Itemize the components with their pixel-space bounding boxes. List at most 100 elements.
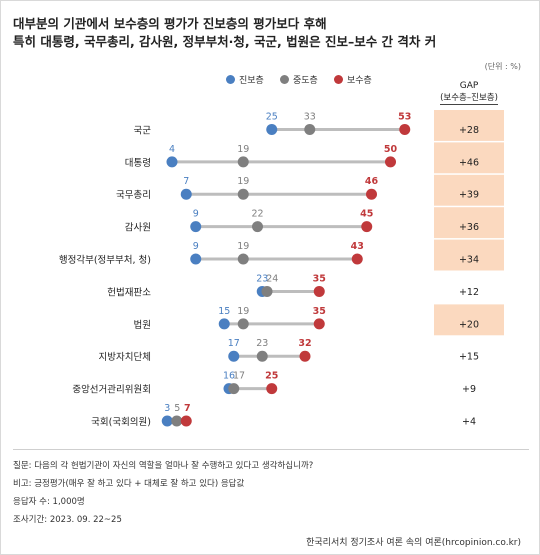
legend-label-progressive: 진보층 [239, 76, 264, 86]
point-progressive [190, 221, 202, 233]
legend-item-conservative: 보수층 [334, 73, 372, 86]
point-progressive [161, 415, 173, 427]
footnote-period: 조사기간: 2023. 09. 22~25 [13, 515, 122, 525]
category-label: 대통령 [125, 157, 151, 169]
category-label: 국회(국회의원) [91, 417, 151, 428]
category-label: 행정각부(정부부처, 청) [59, 254, 151, 266]
value-label-progressive: 3 [164, 403, 170, 414]
value-label-progressive: 4 [169, 144, 175, 155]
point-conservative [266, 383, 278, 395]
point-moderate [171, 415, 183, 427]
value-label-progressive: 25 [266, 111, 278, 122]
gap-highlight-box [434, 142, 504, 174]
value-label-progressive: 9 [193, 241, 199, 252]
point-moderate [228, 383, 240, 395]
footnote-question: 질문: 다음의 각 헌법기관이 자신의 역할을 얼마나 잘 수행하고 있다고 생… [13, 461, 314, 471]
category-label: 감사원 [125, 222, 151, 234]
gap-value: +39 [459, 190, 479, 201]
value-label-progressive: 7 [183, 176, 189, 187]
value-label-progressive: 9 [193, 209, 199, 220]
category-label: 헌법재판소 [107, 287, 151, 298]
point-conservative [180, 415, 192, 427]
legend-dot-moderate [280, 75, 289, 84]
gap-value: +4 [462, 417, 476, 428]
legend-dot-progressive [226, 75, 235, 84]
value-label-moderate: 17 [233, 371, 245, 382]
gap-header-label: GAP [459, 81, 479, 91]
point-moderate [261, 285, 273, 297]
value-label-conservative: 35 [313, 273, 326, 284]
legend: 진보층 중도층 보수층 [1, 73, 540, 87]
value-label-conservative: 32 [298, 338, 311, 349]
value-label-progressive: 23 [256, 273, 268, 284]
legend-item-moderate: 중도층 [280, 73, 318, 86]
point-progressive [228, 350, 240, 362]
legend-label-moderate: 중도층 [293, 76, 318, 86]
point-conservative [385, 156, 396, 168]
value-label-conservative: 46 [365, 176, 379, 187]
point-moderate [304, 123, 316, 135]
legend-item-progressive: 진보층 [226, 73, 264, 86]
point-moderate [237, 188, 249, 200]
legend-dot-conservative [334, 75, 343, 84]
point-conservative [299, 350, 311, 362]
value-label-conservative: 50 [384, 144, 398, 155]
point-progressive [266, 123, 278, 135]
point-conservative [313, 285, 325, 297]
value-label-moderate: 19 [237, 176, 249, 187]
footnote-sample: 응답자 수: 1,000명 [13, 497, 85, 507]
point-moderate [252, 221, 263, 233]
value-label-moderate: 24 [266, 273, 278, 284]
value-label-progressive: 17 [228, 338, 240, 349]
value-label-moderate: 5 [174, 403, 180, 414]
value-label-conservative: 35 [313, 306, 326, 317]
gap-value: +46 [459, 157, 479, 168]
value-label-moderate: 33 [304, 111, 316, 122]
value-label-conservative: 53 [398, 111, 411, 122]
point-conservative [399, 123, 411, 135]
gap-value: +12 [459, 287, 479, 298]
point-progressive [180, 188, 192, 200]
point-conservative [351, 253, 363, 265]
value-label-moderate: 23 [256, 338, 268, 349]
gap-value: +20 [459, 319, 479, 330]
dumbbell-chart: 국군 25 33 53 +28 대통령 4 19 50 +46 국무총리 7 19 46 +39 감사원 9 22… [59, 110, 504, 428]
gap-value: +28 [459, 125, 479, 136]
gap-highlight-box [434, 110, 504, 141]
value-label-conservative: 25 [265, 371, 278, 382]
gap-header-sub: (보수층–진보층) [440, 93, 498, 105]
gap-value: +36 [459, 222, 479, 233]
gap-value: +15 [459, 352, 479, 363]
gap-highlight-box [434, 239, 504, 271]
category-label: 국군 [134, 125, 152, 136]
value-label-conservative: 43 [351, 241, 364, 252]
gap-value: +9 [462, 384, 476, 395]
value-label-conservative: 7 [184, 403, 191, 414]
value-label-moderate: 22 [251, 209, 263, 220]
gap-highlight-box [434, 304, 504, 336]
gap-highlight-box [434, 207, 504, 239]
value-label-moderate: 19 [237, 144, 249, 155]
point-progressive [166, 156, 178, 168]
point-moderate [256, 350, 268, 362]
unit-label: (단위 : %) [484, 62, 521, 71]
category-label: 법원 [134, 320, 151, 331]
value-label-progressive: 15 [218, 306, 230, 317]
point-moderate [237, 156, 249, 168]
source-credit: 한국리서치 정기조사 여론 속의 여론(hrcopinion.co.kr) [306, 538, 521, 548]
category-label: 중앙선거관리위원회 [72, 384, 151, 396]
footnote-note: 비고: 긍정평가(매우 잘 하고 있다 + 대체로 잘 하고 있다) 응답값 [13, 479, 245, 489]
chart-subtitle: 특히 대통령, 국무총리, 감사원, 정부부처·청, 국군, 법원은 진보–보수… [13, 34, 437, 49]
value-label-conservative: 45 [360, 209, 373, 220]
gap-value: +34 [459, 255, 479, 266]
category-label: 지방자치단체 [99, 351, 151, 363]
point-moderate [237, 318, 249, 330]
footnote-divider [13, 449, 529, 450]
point-moderate [237, 253, 249, 265]
gap-header: GAP (보수층–진보층) [434, 80, 504, 105]
category-label: 국무총리 [116, 190, 151, 201]
point-conservative [361, 221, 373, 233]
value-label-moderate: 19 [237, 241, 249, 252]
point-progressive [218, 318, 230, 330]
